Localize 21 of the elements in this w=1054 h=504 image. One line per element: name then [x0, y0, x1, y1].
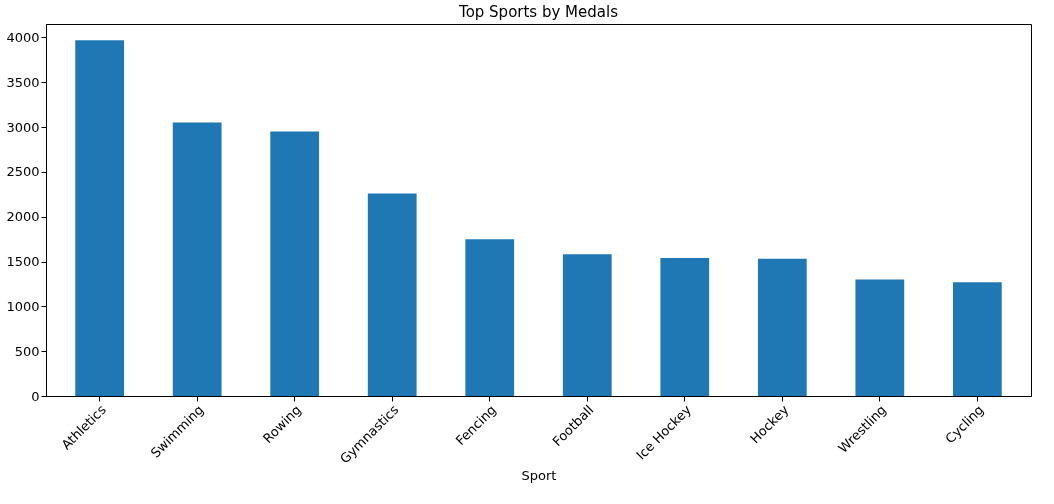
- bar: [367, 193, 417, 396]
- chart-title: Top Sports by Medals: [458, 3, 619, 21]
- bar: [660, 257, 710, 396]
- bar: [465, 239, 515, 396]
- y-tick-label: 2500: [6, 164, 40, 180]
- bar: [270, 131, 320, 396]
- bar: [855, 279, 905, 396]
- y-tick-label: 3500: [6, 74, 40, 90]
- bar: [952, 282, 1002, 396]
- y-tick-label: 1500: [6, 254, 40, 270]
- y-tick-label: 3000: [6, 119, 40, 135]
- y-tick-label: 2000: [6, 209, 40, 225]
- bar: [562, 254, 612, 396]
- y-tick-label: 0: [31, 388, 40, 404]
- y-tick-label: 1000: [6, 298, 40, 314]
- bar: [172, 122, 222, 396]
- y-tick-label: 500: [14, 343, 40, 359]
- bar: [75, 40, 125, 396]
- x-axis-title: Sport: [521, 468, 557, 484]
- y-tick-label: 4000: [6, 29, 40, 45]
- bar: [757, 258, 807, 396]
